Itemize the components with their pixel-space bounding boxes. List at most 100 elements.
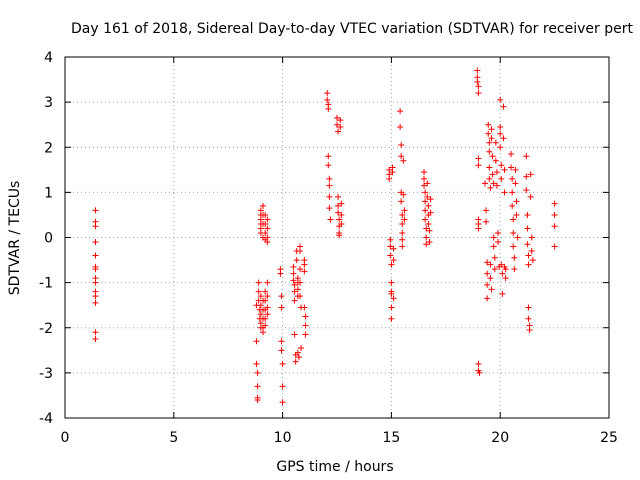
data-point [512, 166, 519, 173]
data-point [484, 281, 491, 288]
data-point [483, 207, 490, 214]
data-point [421, 175, 428, 182]
data-point [278, 347, 285, 354]
data-point [525, 252, 532, 259]
data-point [528, 248, 535, 255]
data-point [510, 243, 517, 250]
data-point [490, 180, 497, 187]
data-point [264, 279, 271, 286]
data-point [498, 162, 505, 169]
data-point [92, 299, 99, 306]
data-point [262, 322, 269, 329]
data-point [399, 243, 406, 250]
x-tick-label: 0 [61, 430, 70, 446]
data-point [291, 297, 298, 304]
data-point [495, 229, 502, 236]
data-point [486, 148, 493, 155]
data-point [324, 96, 331, 103]
data-point [523, 187, 530, 194]
data-point [399, 211, 406, 218]
data-point [278, 293, 285, 300]
y-axis-ticks: -4 -3 -2 -1 0 1 2 3 4 [39, 50, 609, 427]
grid-lines [65, 57, 609, 418]
data-point [551, 243, 558, 250]
data-point [253, 338, 260, 345]
data-point [257, 293, 264, 300]
data-point [264, 216, 271, 223]
data-point [387, 243, 394, 250]
data-point [525, 261, 532, 268]
data-point [422, 207, 429, 214]
y-tick-label: 0 [44, 231, 53, 247]
data-point [528, 234, 535, 241]
data-point [509, 189, 516, 196]
data-point [422, 216, 429, 223]
data-point [255, 279, 262, 286]
y-tick-label: -2 [39, 321, 53, 337]
data-point [290, 263, 297, 270]
data-point [421, 182, 428, 189]
y-tick-label: -1 [39, 276, 53, 292]
data-point [527, 193, 534, 200]
data-point [399, 236, 406, 243]
data-point [388, 279, 395, 286]
data-point [254, 369, 261, 376]
data-point [488, 126, 495, 133]
data-point [325, 153, 332, 160]
data-point [487, 184, 494, 191]
data-point [92, 252, 99, 259]
data-point [427, 209, 434, 216]
data-point [297, 248, 304, 255]
data-point [512, 180, 519, 187]
data-point [492, 157, 499, 164]
data-point [291, 331, 298, 338]
data-point [398, 153, 405, 160]
data-point [297, 293, 304, 300]
data-point [398, 141, 405, 148]
data-point [335, 202, 342, 209]
data-point [476, 369, 483, 376]
data-point [338, 220, 345, 227]
data-point [426, 227, 433, 234]
data-point [335, 209, 342, 216]
data-point [399, 220, 406, 227]
data-point [474, 78, 481, 85]
data-point [264, 293, 271, 300]
x-tick-label: 15 [382, 430, 400, 446]
data-point [390, 257, 397, 264]
data-point [301, 261, 308, 268]
data-point [490, 234, 497, 241]
data-point [475, 162, 482, 169]
data-point [334, 114, 340, 121]
data-point [326, 175, 333, 182]
data-point [486, 175, 493, 182]
data-point [336, 232, 343, 239]
data-point [511, 254, 518, 261]
data-point [326, 205, 333, 212]
data-point [292, 358, 299, 365]
data-point [294, 349, 301, 356]
data-point [475, 83, 482, 90]
data-point [397, 123, 404, 130]
y-tick-label: -3 [39, 366, 53, 382]
data-point [502, 266, 509, 273]
data-point [474, 67, 481, 74]
data-point [325, 162, 332, 169]
data-point [509, 175, 516, 182]
data-point [277, 270, 284, 277]
data-point [551, 200, 558, 207]
data-point [425, 202, 432, 209]
data-point [262, 211, 269, 218]
data-point [262, 297, 269, 304]
data-point [489, 171, 496, 178]
data-point [387, 236, 394, 243]
data-point [486, 164, 493, 171]
data-point [255, 288, 262, 295]
data-point [325, 105, 332, 112]
data-point [487, 275, 494, 282]
data-point [326, 193, 333, 200]
data-point [398, 198, 405, 205]
data-point [500, 103, 507, 110]
data-point [513, 198, 520, 205]
data-point [326, 182, 333, 189]
